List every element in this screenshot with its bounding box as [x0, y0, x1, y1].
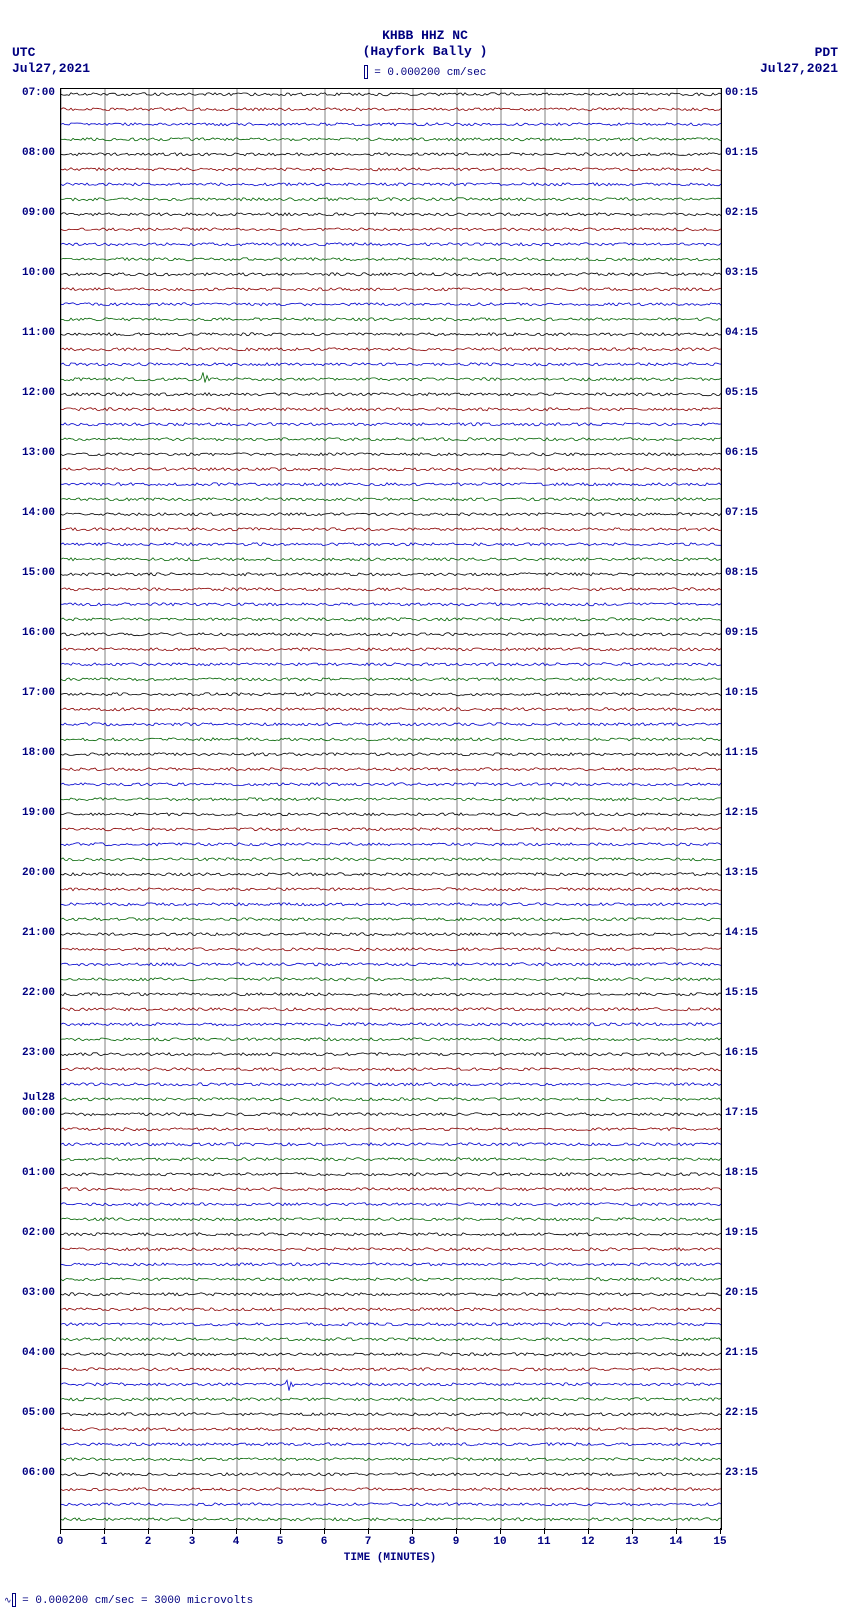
x-tick-label: 14: [669, 1536, 682, 1548]
right-time-label: 12:15: [725, 807, 758, 819]
right-time-label: 05:15: [725, 387, 758, 399]
left-time-label: 03:00: [22, 1287, 55, 1299]
right-time-label: 20:15: [725, 1287, 758, 1299]
left-time-label: 22:00: [22, 987, 55, 999]
right-time-label: 19:15: [725, 1227, 758, 1239]
right-time-label: 17:15: [725, 1107, 758, 1119]
x-axis-title: TIME (MINUTES): [60, 1552, 720, 1564]
x-tick-label: 15: [713, 1536, 726, 1548]
x-tick-label: 0: [57, 1536, 64, 1548]
left-time-label: 17:00: [22, 687, 55, 699]
left-time-label: 11:00: [22, 327, 55, 339]
right-time-label: 03:15: [725, 267, 758, 279]
x-tick-label: 2: [145, 1536, 152, 1548]
left-time-label: 07:00: [22, 87, 55, 99]
header: KHBB HHZ NC (Hayfork Bally ): [0, 28, 850, 59]
x-tick-label: 13: [625, 1536, 638, 1548]
left-time-label: 08:00: [22, 147, 55, 159]
right-time-label: 01:15: [725, 147, 758, 159]
x-tick-label: 7: [365, 1536, 372, 1548]
left-time-label: 16:00: [22, 627, 55, 639]
left-time-label: 13:00: [22, 447, 55, 459]
left-time-label: 12:00: [22, 387, 55, 399]
right-time-label: 18:15: [725, 1167, 758, 1179]
right-time-label: 13:15: [725, 867, 758, 879]
left-time-label: 10:00: [22, 267, 55, 279]
footer-text: = 0.000200 cm/sec = 3000 microvolts: [22, 1595, 253, 1607]
x-tick-label: 6: [321, 1536, 328, 1548]
station-location: (Hayfork Bally ): [0, 44, 850, 60]
left-time-label: 21:00: [22, 927, 55, 939]
right-time-label: 22:15: [725, 1407, 758, 1419]
left-time-label: 06:00: [22, 1467, 55, 1479]
right-time-label: 16:15: [725, 1047, 758, 1059]
x-tick-label: 1: [101, 1536, 108, 1548]
right-time-label: 15:15: [725, 987, 758, 999]
left-time-label: 23:00: [22, 1047, 55, 1059]
x-tick-label: 8: [409, 1536, 416, 1548]
seismogram-container: KHBB HHZ NC (Hayfork Bally ) = 0.000200 …: [0, 0, 850, 1613]
left-time-label: 14:00: [22, 507, 55, 519]
x-tick-label: 3: [189, 1536, 196, 1548]
scale-indicator: = 0.000200 cm/sec: [0, 65, 850, 79]
right-time-label: 11:15: [725, 747, 758, 759]
x-tick-label: 9: [453, 1536, 460, 1548]
station-code: KHBB HHZ NC: [0, 28, 850, 44]
right-time-label: 00:15: [725, 87, 758, 99]
x-tick-label: 5: [277, 1536, 284, 1548]
footer-scale: ∿ = 0.000200 cm/sec = 3000 microvolts: [4, 1593, 253, 1607]
tz-right-name: PDT: [760, 45, 838, 61]
tz-left-date: Jul27,2021: [12, 61, 90, 77]
seismogram-plot: [60, 88, 722, 1530]
right-time-label: 09:15: [725, 627, 758, 639]
scale-bar-icon: [12, 1593, 16, 1607]
x-tick-label: 10: [493, 1536, 506, 1548]
left-time-label: 18:00: [22, 747, 55, 759]
right-time-label: 02:15: [725, 207, 758, 219]
right-time-label: 21:15: [725, 1347, 758, 1359]
left-time-label: 05:00: [22, 1407, 55, 1419]
right-time-label: 06:15: [725, 447, 758, 459]
tz-right-date: Jul27,2021: [760, 61, 838, 77]
right-time-label: 07:15: [725, 507, 758, 519]
left-time-label: 00:00: [22, 1107, 55, 1119]
left-time-label: 20:00: [22, 867, 55, 879]
left-time-label: 02:00: [22, 1227, 55, 1239]
x-tick-label: 11: [537, 1536, 550, 1548]
right-time-label: 08:15: [725, 567, 758, 579]
scale-bar-icon: [364, 65, 368, 79]
left-time-label: 09:00: [22, 207, 55, 219]
tz-left-name: UTC: [12, 45, 90, 61]
right-time-label: 14:15: [725, 927, 758, 939]
timezone-right: PDT Jul27,2021: [760, 45, 838, 76]
right-time-label: 23:15: [725, 1467, 758, 1479]
left-time-label: 19:00: [22, 807, 55, 819]
left-time-label: 15:00: [22, 567, 55, 579]
right-time-label: 10:15: [725, 687, 758, 699]
left-time-label: 04:00: [22, 1347, 55, 1359]
left-time-label: Jul28: [22, 1092, 55, 1104]
timezone-left: UTC Jul27,2021: [12, 45, 90, 76]
x-tick-label: 12: [581, 1536, 594, 1548]
x-tick-label: 4: [233, 1536, 240, 1548]
left-time-label: 01:00: [22, 1167, 55, 1179]
scale-text: = 0.000200 cm/sec: [374, 67, 486, 79]
right-time-label: 04:15: [725, 327, 758, 339]
